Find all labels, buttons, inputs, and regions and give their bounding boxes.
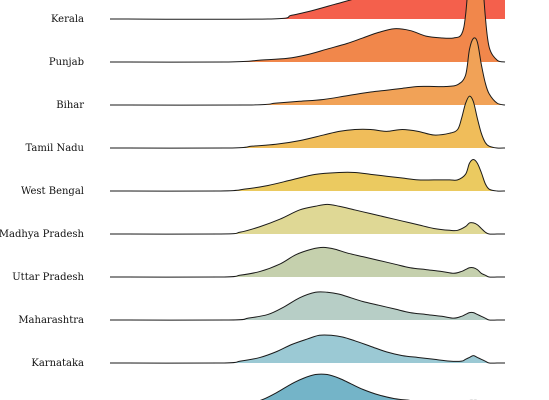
ridge-outline bbox=[259, 373, 478, 400]
ridge-outline bbox=[109, 246, 505, 278]
ridge-row: Madhya Pradesh bbox=[0, 203, 505, 240]
ridge-row: Uttar Pradesh bbox=[12, 246, 505, 283]
ridge-outline bbox=[109, 203, 505, 235]
row-label: West Bengal bbox=[21, 186, 84, 197]
row-label: Punjab bbox=[49, 57, 84, 68]
ridge-area bbox=[261, 374, 406, 400]
ridge-area bbox=[110, 247, 505, 278]
ridge-outline bbox=[109, 0, 506, 63]
row-label: Bihar bbox=[56, 100, 84, 111]
ridge-row: Maharashtra bbox=[18, 291, 505, 326]
ridge-area bbox=[110, 96, 505, 149]
ridge-row bbox=[259, 373, 478, 400]
ridge-outline bbox=[109, 291, 505, 321]
ridge-area bbox=[110, 334, 505, 364]
ridge-row: Kerala bbox=[51, 0, 505, 25]
ridge-outline bbox=[109, 37, 506, 106]
row-label: Uttar Pradesh bbox=[12, 272, 84, 283]
row-label: Karnataka bbox=[31, 358, 84, 369]
row-label: Kerala bbox=[51, 14, 84, 25]
ridge-row: Bihar bbox=[56, 37, 506, 111]
row-label: Madhya Pradesh bbox=[0, 229, 85, 240]
ridge-outline bbox=[109, 0, 353, 20]
ridge-area bbox=[110, 204, 505, 235]
ridge-row: Karnataka bbox=[31, 334, 505, 369]
row-label: Maharashtra bbox=[18, 315, 84, 326]
ridges-group: Kerala Punjab Bihar Tamil Nadu West Bengal Ma… bbox=[0, 0, 506, 400]
ridge-outline bbox=[109, 95, 506, 149]
ridge-area bbox=[110, 0, 505, 20]
ridge-outline bbox=[109, 159, 506, 192]
ridge-row: Punjab bbox=[49, 0, 506, 68]
ridge-area bbox=[110, 159, 505, 192]
row-label: Tamil Nadu bbox=[26, 143, 85, 154]
ridge-area bbox=[110, 291, 505, 321]
ridge-row: Tamil Nadu bbox=[26, 95, 506, 154]
ridge-area bbox=[110, 0, 505, 63]
ridge-outline bbox=[109, 334, 505, 364]
ridge-row: West Bengal bbox=[21, 159, 506, 197]
